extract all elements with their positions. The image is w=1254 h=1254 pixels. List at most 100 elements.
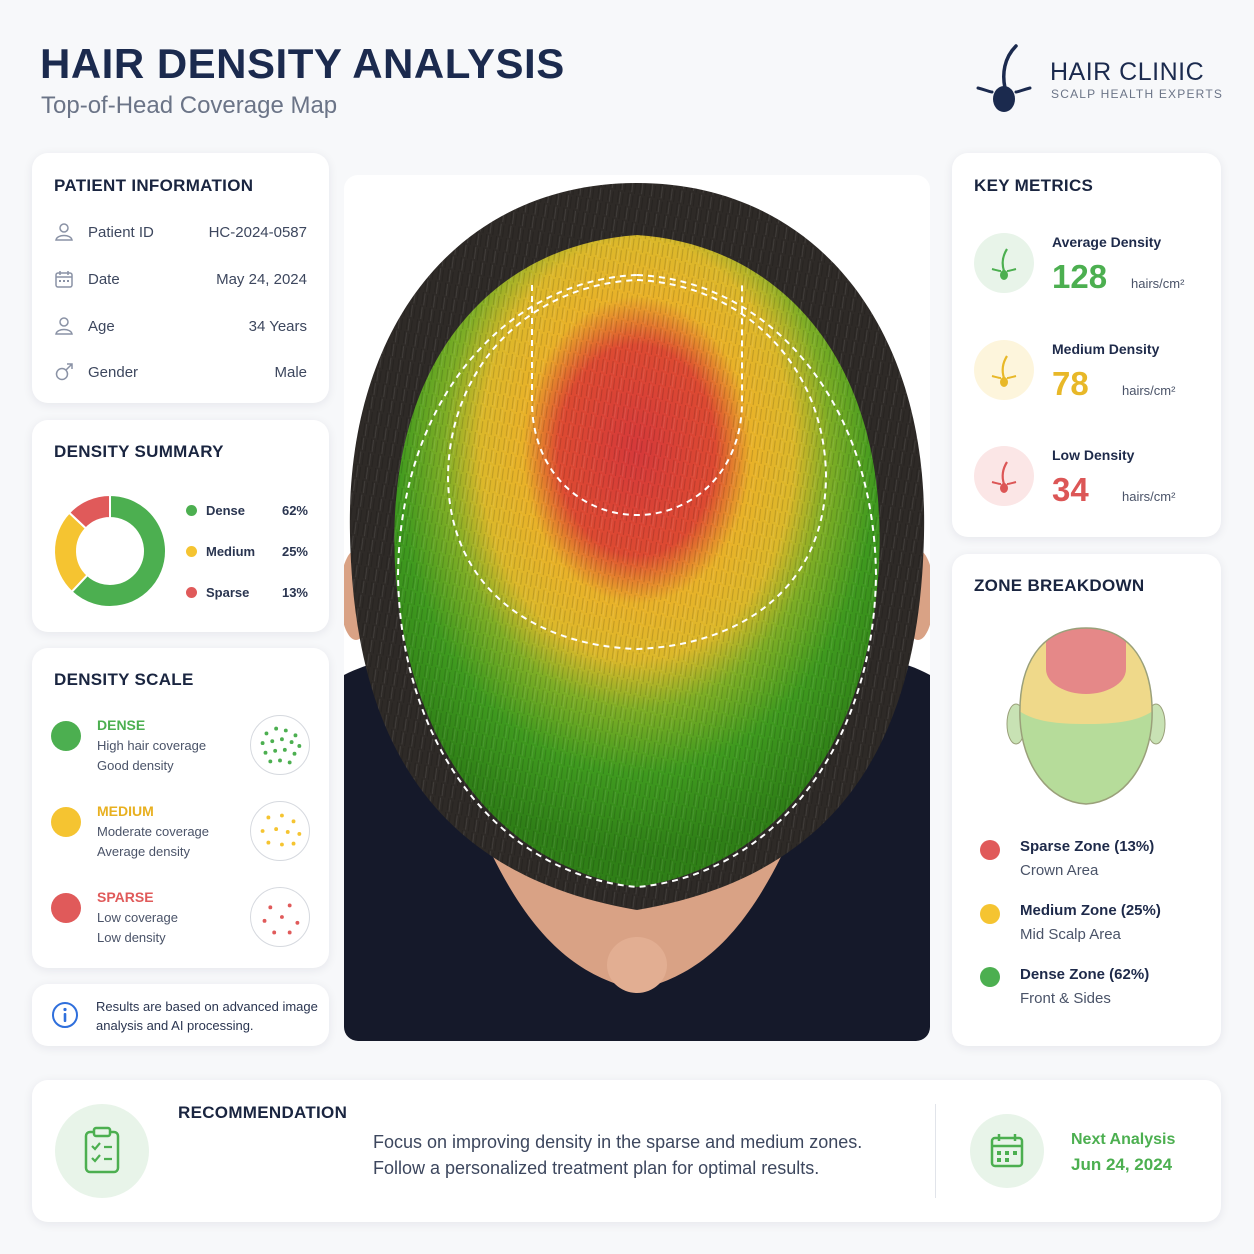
info-label: Age [88,317,115,335]
medium-zone-dot [980,904,1000,924]
note-line-2: analysis and AI processing. [96,1018,254,1033]
recommendation-text: Focus on improving density in the sparse… [373,1129,862,1181]
info-row-patient-id: Patient ID HC-2024-0587 [54,220,307,244]
next-analysis-badge [970,1114,1044,1188]
metric-label-average: Average Density [1052,234,1162,250]
low-density-icon [974,446,1034,506]
scale-desc-medium-2: Average density [97,844,190,859]
legend-sparse: Sparse 13% [186,585,308,600]
scale-desc-sparse-2: Low density [97,930,166,945]
patient-information-title: PATIENT INFORMATION [54,176,254,195]
metric-value-low: 34 [1052,471,1089,508]
sparse-sample-icon [250,887,310,947]
legend-medium: Medium 25% [186,544,308,559]
calendar-icon [990,1134,1024,1168]
metric-unit-low: hairs/cm² [1122,489,1176,504]
info-row-gender: Gender Male [54,360,307,384]
legend-label: Medium [206,544,256,559]
next-analysis-label: Next Analysis [1071,1131,1176,1148]
donut-slice-dense [70,493,167,608]
zone-head-diagram [1006,627,1166,805]
scale-name-dense: DENSE [97,717,146,733]
zone-area-sparse: Crown Area [1020,862,1099,879]
metric-value-average: 128 [1052,258,1108,295]
hair-follicle-icon [991,355,1017,387]
divider [935,1104,936,1198]
user-icon [55,317,73,335]
zone-name-sparse: Sparse Zone (13%) [1020,838,1155,855]
info-row-age: Age 34 Years [54,314,307,338]
legend-label: Dense [206,503,246,518]
density-scale-title: DENSITY SCALE [54,670,194,689]
scale-desc-sparse-1: Low coverage [97,910,178,925]
zone-area-medium: Mid Scalp Area [1020,926,1121,943]
calendar-icon [55,271,73,288]
donut-slice-sparse [67,493,111,530]
scale-desc-dense-2: Good density [97,758,174,773]
medium-sample-icon [250,801,310,861]
recommendation-card: RECOMMENDATION Focus on improving densit… [32,1080,1221,1222]
sparse-zone-dot [980,840,1000,860]
legend-dense: Dense 62% [186,503,308,518]
medium-dot [186,546,197,557]
scale-name-sparse: SPARSE [97,889,154,905]
scale-desc-dense-1: High hair coverage [97,738,207,753]
zone-area-dense: Front & Sides [1020,990,1111,1007]
legend-percent: 62% [281,503,308,518]
density-scale-card: DENSITY SCALE DENSE High hair coverage G… [32,648,329,968]
patient-information-card: PATIENT INFORMATION Patient ID HC-2024-0… [32,153,329,403]
info-label: Patient ID [88,223,154,241]
average-density-icon [974,233,1034,293]
metric-label-medium: Medium Density [1052,341,1160,357]
scalp-density-heatmap [344,175,930,1041]
dense-sample-icon [250,715,310,775]
info-value: May 24, 2024 [216,270,307,288]
info-value: HC-2024-0587 [208,223,307,241]
sparse-dot [186,587,197,598]
next-analysis-date: Jun 24, 2024 [1071,1155,1173,1174]
hair-follicle-icon [991,461,1017,493]
density-summary-card: DENSITY SUMMARY Dense 62% Medium 25% Spa… [32,420,329,632]
recommendation-title: RECOMMENDATION [178,1103,348,1122]
brand-name: HAIR CLINIC [1050,58,1205,86]
male-icon [55,363,73,381]
density-donut-chart [53,493,167,608]
info-value: Male [274,363,307,381]
medium-density-icon [974,340,1034,400]
page-title: HAIR DENSITY ANALYSIS [40,40,565,87]
legend-label: Sparse [206,585,250,600]
info-value: 34 Years [248,317,307,335]
legend-percent: 13% [281,585,308,600]
brand-tagline: SCALP HEALTH EXPERTS [1051,87,1224,101]
dense-zone-dot [980,967,1000,987]
recommendation-line-1: Focus on improving density in the sparse… [373,1132,863,1152]
note-line-1: Results are based on advanced image [96,999,318,1014]
zone-breakdown-title: ZONE BREAKDOWN [974,576,1145,595]
metric-value-medium: 78 [1052,365,1089,402]
info-icon [52,1002,78,1028]
zone-breakdown-card: ZONE BREAKDOWN Sparse Zone (13%) Crown A… [952,554,1221,1046]
scale-name-medium: MEDIUM [97,803,154,819]
metric-label-low: Low Density [1052,447,1135,463]
user-icon [55,223,73,241]
note-text: Results are based on advanced image anal… [96,997,318,1035]
info-row-date: Date May 24, 2024 [54,267,307,291]
medium-scale-dot [51,807,81,837]
clipboard-icon [84,1126,120,1174]
zone-name-dense: Dense Zone (62%) [1020,966,1150,983]
info-label: Gender [88,363,139,381]
info-label: Date [88,270,120,288]
page-subtitle: Top-of-Head Coverage Map [41,92,338,119]
hair-follicle-logo-icon [976,44,1032,112]
recommendation-line-2: Follow a personalized treatment plan for… [373,1158,820,1178]
dense-scale-dot [51,721,81,751]
scale-desc-medium-1: Moderate coverage [97,824,210,839]
metric-unit-average: hairs/cm² [1131,276,1185,291]
key-metrics-card: KEY METRICS Average Density 128 hairs/cm… [952,153,1221,537]
sparse-scale-dot [51,893,81,923]
zone-name-medium: Medium Zone (25%) [1020,902,1161,919]
hair-follicle-icon [991,248,1017,280]
dense-dot [186,505,197,516]
analysis-note-card: Results are based on advanced image anal… [32,984,329,1046]
clipboard-badge [55,1104,149,1198]
